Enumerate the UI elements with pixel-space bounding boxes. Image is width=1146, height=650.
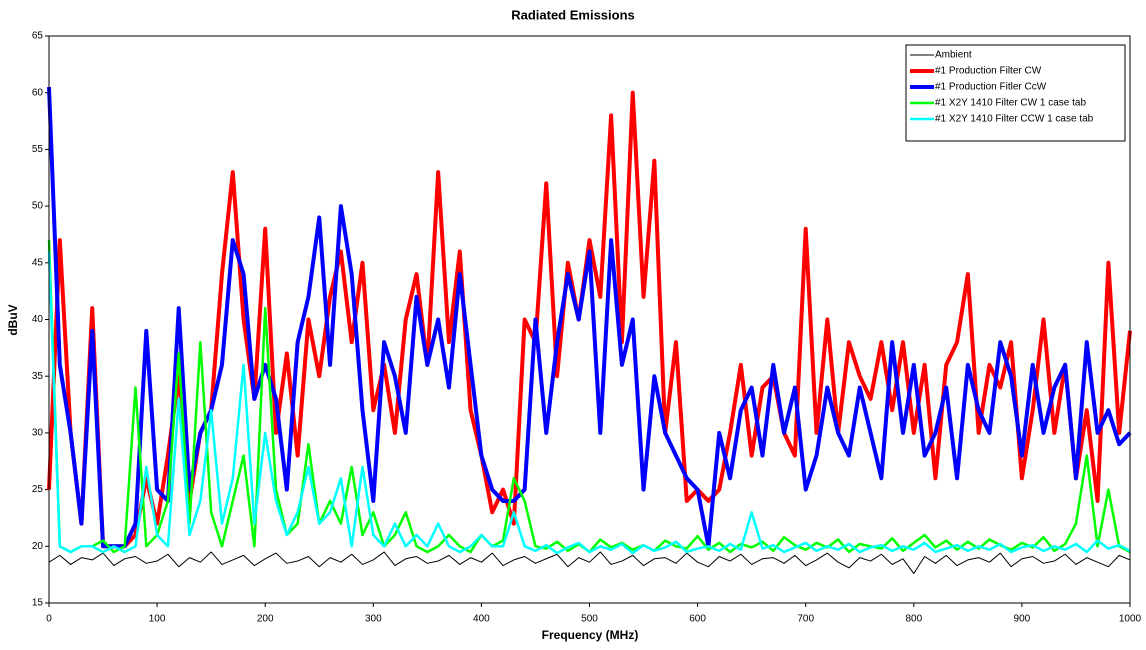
series-line [47,90,1132,549]
y-tick-label: 60 [32,87,44,98]
y-tick-label: 65 [32,31,44,42]
x-tick-label: 300 [365,614,382,625]
legend-label: #1 X2Y 1410 Filter CW 1 case tab [935,98,1086,109]
y-tick-label: 20 [32,541,44,552]
x-axis-label: Frequency (MHz) [542,628,639,642]
series-line [47,251,1131,555]
plot-frame [48,35,1131,604]
x-tick-label: 500 [581,614,598,625]
x-tick-label: 1000 [1119,614,1142,625]
y-axis-label: dBuV [6,304,20,335]
x-tick-label: 700 [797,614,814,625]
y-tick-label: 50 [32,201,44,212]
x-tick-label: 600 [689,614,706,625]
chart-title: Radiated Emissions [511,7,635,22]
y-tick-label: 45 [32,257,44,268]
x-tick-label: 0 [46,614,52,625]
legend-label: #1 Production Filter CW [935,66,1042,77]
y-tick-label: 25 [32,484,44,495]
legend-label: Ambient [935,50,972,61]
y-tick-label: 55 [32,144,44,155]
y-tick-label: 15 [32,598,44,609]
legend-box [905,44,1126,142]
x-tick-label: 200 [257,614,274,625]
x-tick-label: 100 [149,614,166,625]
series-line [48,551,1131,575]
y-tick-label: 35 [32,371,44,382]
x-tick-label: 900 [1014,614,1031,625]
x-tick-label: 400 [473,614,490,625]
series-line [47,86,1132,549]
x-tick-label: 800 [905,614,922,625]
legend-label: #1 X2Y 1410 Filter CCW 1 case tab [935,114,1094,125]
legend-label: #1 Production Fitler CcW [935,82,1047,93]
y-tick-label: 30 [32,428,44,439]
y-tick-label: 40 [32,314,44,325]
